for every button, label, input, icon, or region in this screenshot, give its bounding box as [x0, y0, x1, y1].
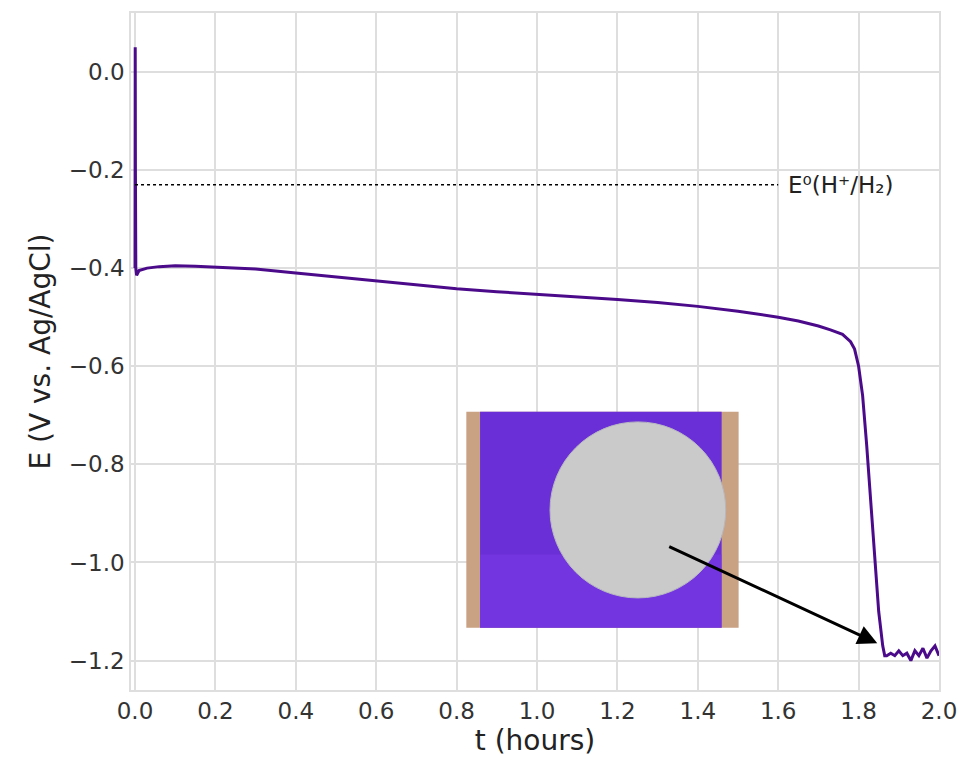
svg-text:2.0: 2.0	[921, 698, 958, 724]
svg-text:0.0: 0.0	[88, 59, 125, 85]
svg-text:1.0: 1.0	[519, 698, 556, 724]
svg-text:−1.2: −1.2	[69, 648, 125, 674]
svg-text:t (hours): t (hours)	[475, 724, 595, 757]
svg-text:1.6: 1.6	[760, 698, 797, 724]
svg-text:1.2: 1.2	[599, 698, 636, 724]
svg-text:1.4: 1.4	[680, 698, 717, 724]
svg-text:−1.0: −1.0	[69, 550, 125, 576]
svg-text:0.6: 0.6	[358, 698, 395, 724]
svg-text:0.2: 0.2	[197, 698, 234, 724]
svg-text:0.4: 0.4	[278, 698, 315, 724]
svg-text:0.8: 0.8	[438, 698, 475, 724]
svg-text:E (V vs. Ag/AgCl): E (V vs. Ag/AgCl)	[24, 233, 57, 469]
svg-text:1.8: 1.8	[840, 698, 877, 724]
svg-text:−0.4: −0.4	[69, 255, 125, 281]
svg-text:−0.6: −0.6	[69, 353, 125, 379]
svg-text:−0.8: −0.8	[69, 451, 125, 477]
svg-text:−0.2: −0.2	[69, 157, 125, 183]
svg-text:0.0: 0.0	[117, 698, 154, 724]
svg-text:E⁰(H⁺/H₂): E⁰(H⁺/H₂)	[788, 172, 893, 198]
